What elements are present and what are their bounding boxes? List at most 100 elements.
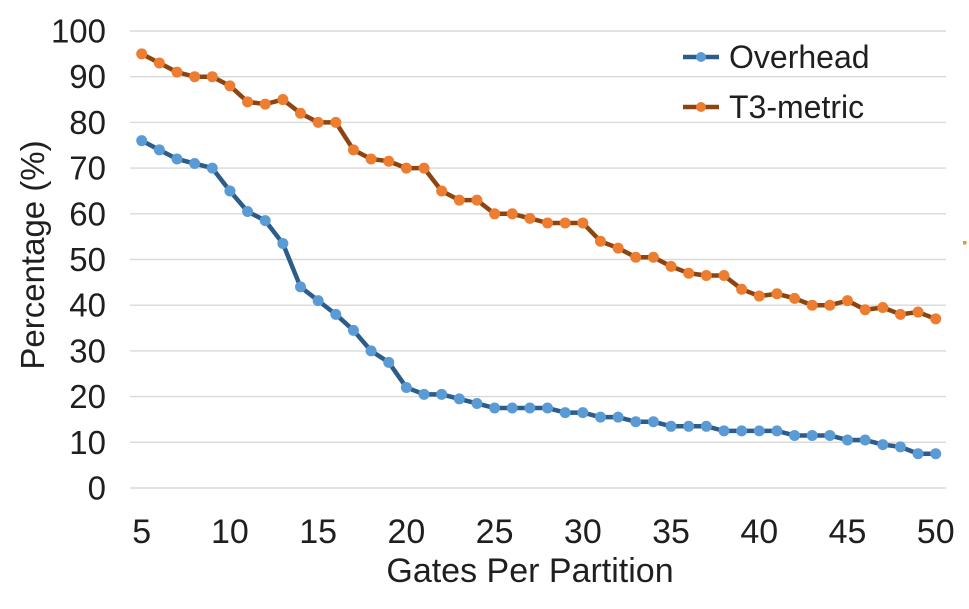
data-point (242, 96, 254, 108)
data-point (559, 407, 571, 419)
data-point (771, 288, 783, 300)
data-point (347, 144, 359, 156)
data-point (894, 441, 906, 453)
data-point (224, 185, 236, 197)
data-point (171, 66, 183, 78)
y-tick-label: 100 (51, 13, 106, 50)
y-tick-label: 60 (69, 195, 106, 232)
y-tick-label: 0 (88, 470, 106, 507)
data-point (753, 290, 765, 302)
x-tick-label: 45 (829, 513, 867, 551)
x-tick-label: 30 (564, 513, 602, 551)
data-point (277, 238, 289, 250)
data-point (700, 269, 712, 281)
data-point (665, 260, 677, 272)
data-point (506, 208, 518, 220)
data-point (136, 48, 148, 60)
data-point (453, 194, 465, 206)
data-point (665, 420, 677, 432)
data-point (789, 292, 801, 304)
data-point (542, 402, 554, 414)
legend-label-t3-metric: T3-metric (729, 88, 865, 125)
data-point (347, 324, 359, 336)
x-tick-label: 40 (740, 513, 778, 551)
x-tick-label: 5 (132, 513, 151, 551)
legend-item-t3-metric[interactable]: T3-metric (683, 86, 870, 128)
data-point (736, 425, 748, 437)
data-point (206, 162, 218, 174)
overhead-legend-key-icon (683, 52, 719, 62)
data-point (436, 185, 448, 197)
data-point (912, 448, 924, 460)
data-point (242, 206, 254, 218)
y-tick-label: 90 (69, 58, 106, 95)
data-point (153, 144, 165, 156)
data-point (330, 308, 342, 320)
data-point (718, 269, 730, 281)
data-point (842, 434, 853, 446)
data-point (859, 434, 871, 446)
y-tick-label: 30 (69, 332, 106, 369)
data-point (630, 251, 642, 263)
legend: Overhead T3-metric (683, 36, 870, 128)
data-point (612, 242, 624, 254)
data-point (171, 153, 183, 165)
x-tick-label: 10 (211, 513, 249, 551)
data-point (683, 267, 695, 279)
y-tick-label: 80 (69, 104, 106, 141)
y-tick-label: 10 (69, 424, 106, 461)
data-point (789, 429, 801, 441)
data-point (136, 135, 148, 147)
series-line-Overhead (139, 138, 938, 456)
data-point (577, 407, 589, 419)
y-tick-label: 40 (69, 287, 106, 324)
series-line-T3-metric (139, 51, 938, 322)
data-point (594, 411, 606, 423)
data-point (400, 381, 412, 393)
data-point (806, 299, 818, 311)
data-point (718, 425, 730, 437)
data-point (930, 448, 942, 460)
data-point (471, 194, 483, 206)
t3-metric-legend-key-icon (683, 102, 719, 112)
data-point (577, 217, 589, 229)
artifact-dot (963, 241, 967, 245)
x-axis-title: Gates Per Partition (386, 552, 673, 590)
x-tick-label: 25 (476, 513, 514, 551)
data-point (489, 208, 501, 220)
data-point (365, 153, 377, 165)
data-point (912, 306, 924, 318)
x-tick-label: 20 (387, 513, 425, 551)
data-point (418, 388, 430, 400)
data-point (224, 80, 236, 92)
data-point (506, 402, 518, 414)
data-point (594, 235, 606, 247)
data-point (365, 345, 377, 357)
legend-item-overhead[interactable]: Overhead (683, 36, 870, 78)
data-point (259, 215, 271, 227)
data-point (383, 356, 395, 368)
data-point (647, 416, 659, 428)
data-point (753, 425, 765, 437)
data-point (189, 158, 201, 170)
data-point (930, 313, 942, 325)
data-point (436, 388, 448, 400)
data-point (877, 301, 889, 313)
data-point (453, 393, 465, 405)
data-point (647, 251, 659, 263)
data-point (471, 397, 483, 409)
data-point (771, 425, 783, 437)
y-tick-label: 50 (69, 241, 106, 278)
data-point (189, 71, 201, 83)
data-point (524, 212, 536, 224)
data-point (295, 281, 307, 293)
data-point (524, 402, 536, 414)
data-point (277, 94, 289, 106)
data-point (542, 217, 554, 229)
data-point (259, 98, 271, 110)
data-point (736, 283, 748, 295)
data-point (400, 162, 412, 174)
data-point (489, 402, 501, 414)
